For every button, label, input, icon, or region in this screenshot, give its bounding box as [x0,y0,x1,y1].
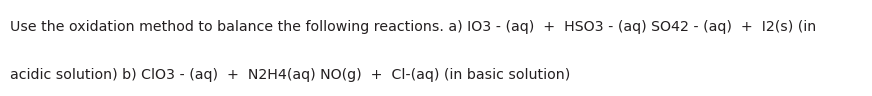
Text: acidic solution) b) ClO3 - (aq)  +  N2H4(aq) NO(g)  +  Cl-(aq) (in basic solutio: acidic solution) b) ClO3 - (aq) + N2H4(a… [10,68,570,82]
Text: Use the oxidation method to balance the following reactions. a) IO3 - (aq)  +  H: Use the oxidation method to balance the … [10,20,817,34]
